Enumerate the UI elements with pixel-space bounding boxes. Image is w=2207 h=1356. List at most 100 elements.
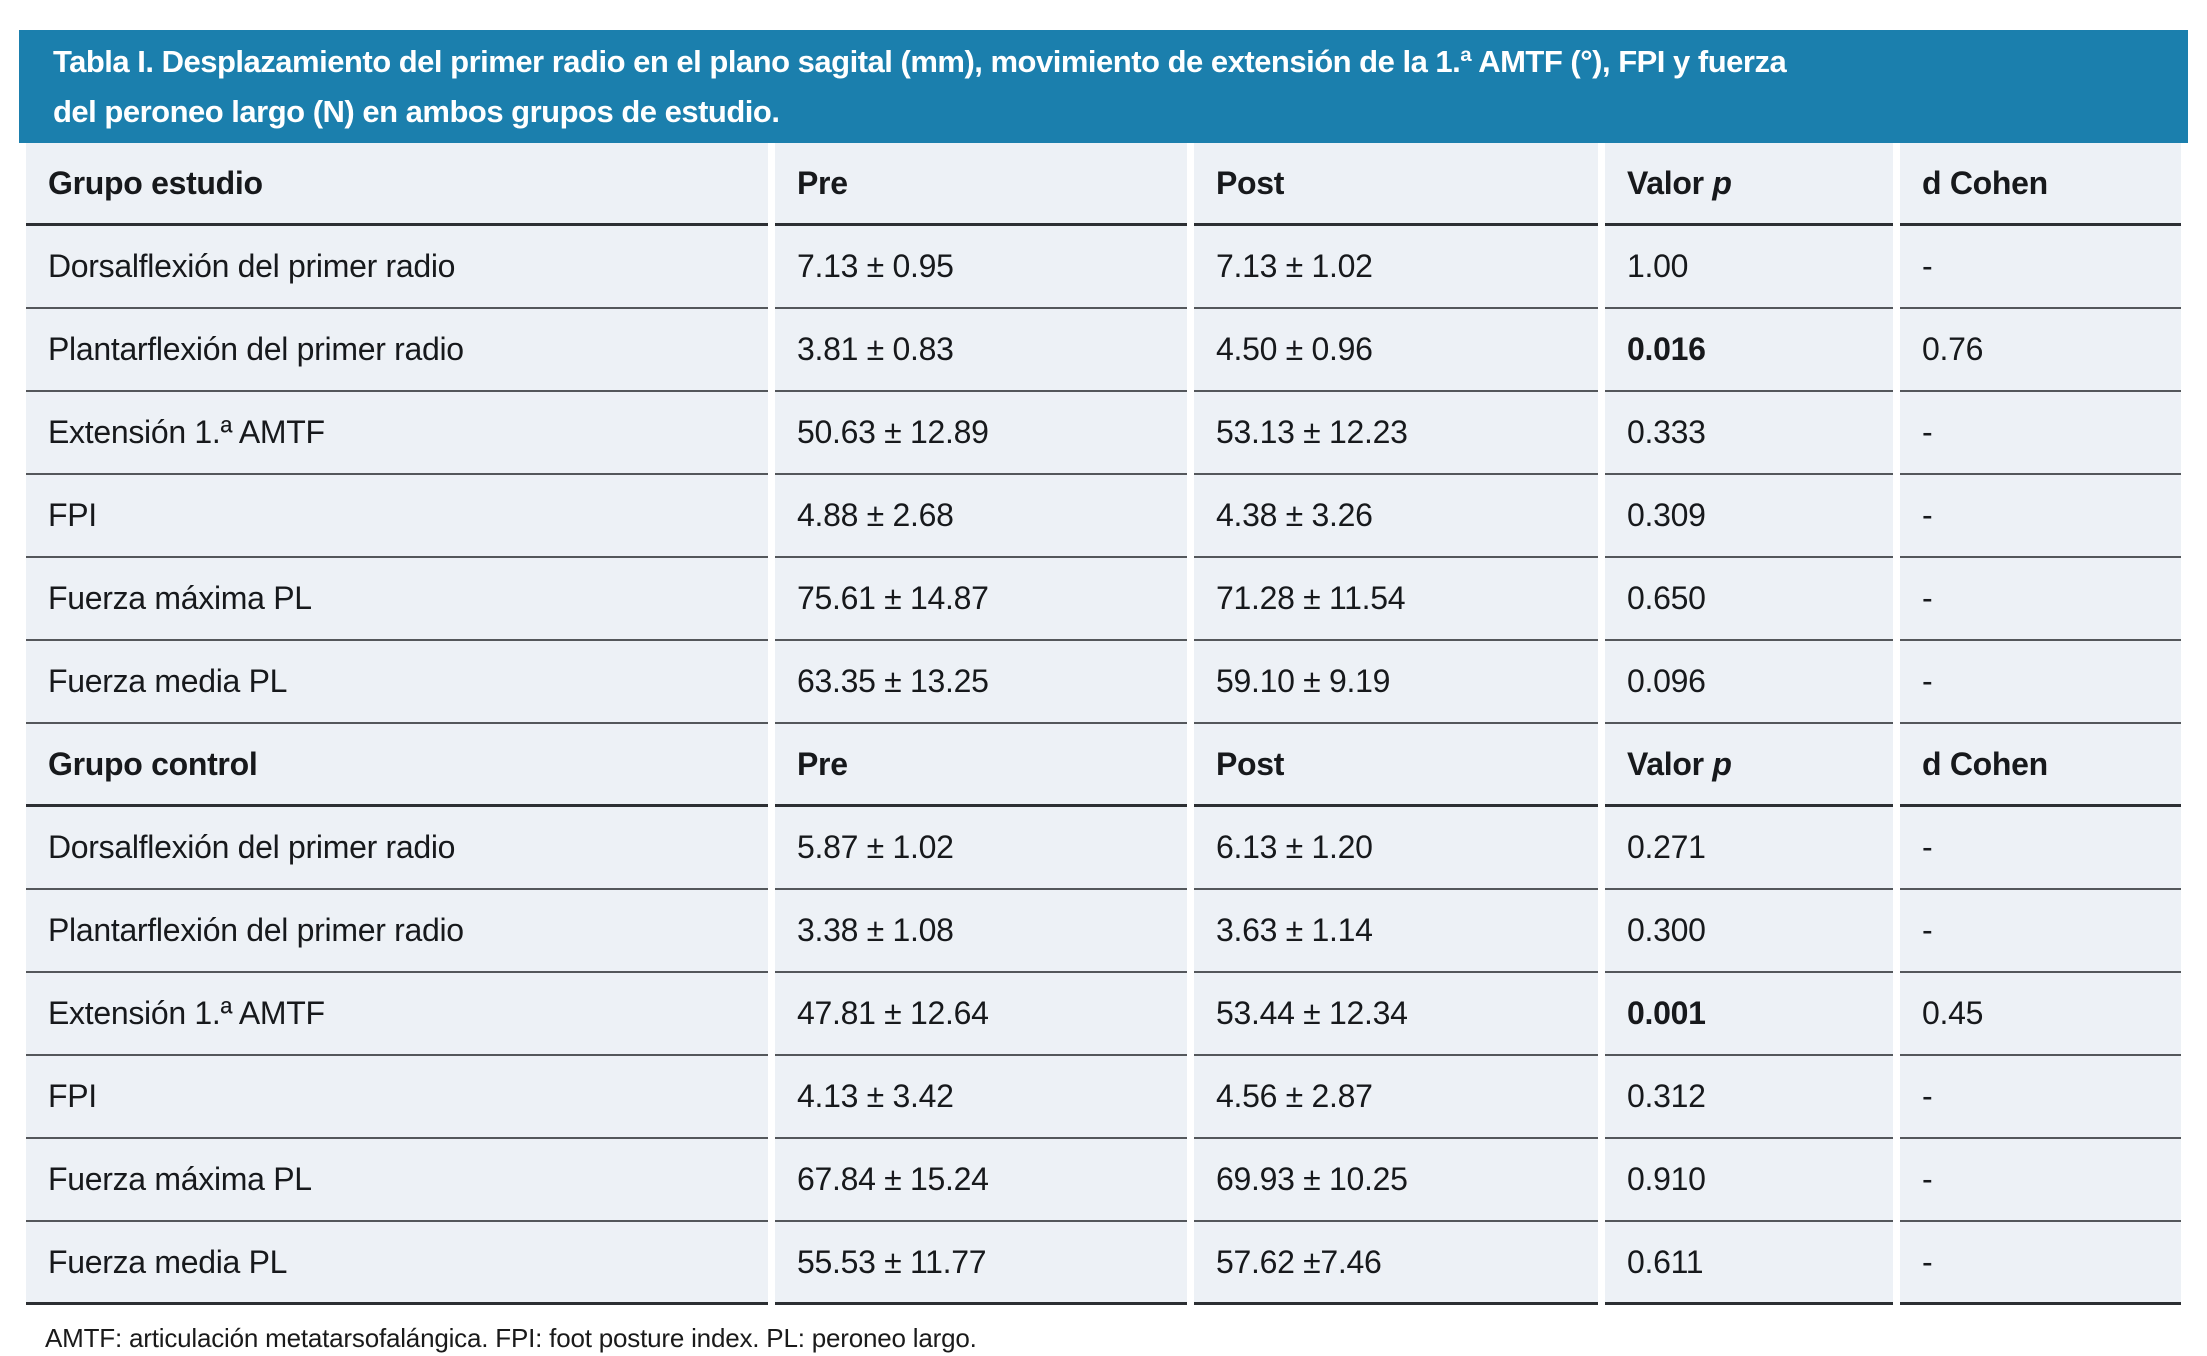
valor-label: Valor bbox=[1627, 745, 1704, 782]
row-label: Fuerza máxima PL bbox=[26, 558, 768, 641]
post-value: 69.93 ± 10.25 bbox=[1194, 1139, 1598, 1222]
d-cohen-value: - bbox=[1900, 890, 2181, 973]
d-cohen-value: - bbox=[1900, 807, 2181, 890]
p-value: 0.611 bbox=[1627, 1243, 1704, 1280]
p-value-cell: 0.309 bbox=[1605, 475, 1893, 558]
p-value: 0.096 bbox=[1627, 663, 1706, 699]
p-value: 1.00 bbox=[1627, 248, 1689, 284]
p-value-cell: 0.096 bbox=[1605, 641, 1893, 724]
d-cohen-value: - bbox=[1900, 1056, 2181, 1139]
pre-value: 4.88 ± 2.68 bbox=[775, 475, 1187, 558]
p-value-cell: 1.00 bbox=[1605, 226, 1893, 309]
col-header-pre: Pre bbox=[775, 143, 1187, 226]
row-label: Fuerza máxima PL bbox=[26, 1139, 768, 1222]
p-value: 0.312 bbox=[1627, 1078, 1706, 1114]
valor-label: Valor bbox=[1627, 164, 1704, 201]
post-value: 3.63 ± 1.14 bbox=[1194, 890, 1598, 973]
p-value: 0.016 bbox=[1627, 331, 1706, 367]
table-row: Dorsalflexión del primer radio 7.13 ± 0.… bbox=[26, 226, 2181, 309]
p-value-cell: 0.271 bbox=[1605, 807, 1893, 890]
pre-value: 3.38 ± 1.08 bbox=[775, 890, 1187, 973]
post-value: 59.10 ± 9.19 bbox=[1194, 641, 1598, 724]
post-value: 57.62 ±7.46 bbox=[1194, 1222, 1598, 1305]
p-value-cell: 0.611 bbox=[1605, 1222, 1893, 1305]
table-row: Fuerza máxima PL 75.61 ± 14.87 71.28 ± 1… bbox=[26, 558, 2181, 641]
table-title-line-1: Tabla I. Desplazamiento del primer radio… bbox=[53, 43, 1787, 79]
p-value: 0.271 bbox=[1627, 829, 1706, 865]
p-value-cell: 0.910 bbox=[1605, 1139, 1893, 1222]
pre-value: 63.35 ± 13.25 bbox=[775, 641, 1187, 724]
col-header-post: Post bbox=[1194, 143, 1598, 226]
row-label: FPI bbox=[26, 475, 768, 558]
d-cohen-value: 0.45 bbox=[1900, 973, 2181, 1056]
d-cohen-value: - bbox=[1900, 1139, 2181, 1222]
table-row: Extensión 1.ª AMTF 47.81 ± 12.64 53.44 ±… bbox=[26, 973, 2181, 1056]
pre-value: 3.81 ± 0.83 bbox=[775, 309, 1187, 392]
pre-value: 7.13 ± 0.95 bbox=[775, 226, 1187, 309]
p-value: 0.300 bbox=[1627, 912, 1706, 948]
col-header-d-cohen: d Cohen bbox=[1900, 724, 2181, 807]
row-label: Extensión 1.ª AMTF bbox=[26, 973, 768, 1056]
pre-value: 50.63 ± 12.89 bbox=[775, 392, 1187, 475]
p-value-cell: 0.333 bbox=[1605, 392, 1893, 475]
row-label: Fuerza media PL bbox=[26, 1222, 768, 1305]
table-row: Extensión 1.ª AMTF 50.63 ± 12.89 53.13 ±… bbox=[26, 392, 2181, 475]
p-symbol: p bbox=[1712, 745, 1732, 782]
p-value-cell: 0.300 bbox=[1605, 890, 1893, 973]
post-value: 71.28 ± 11.54 bbox=[1194, 558, 1598, 641]
p-value-cell: 0.312 bbox=[1605, 1056, 1893, 1139]
row-label: Fuerza media PL bbox=[26, 641, 768, 724]
table-row: FPI 4.88 ± 2.68 4.38 ± 3.26 0.309 - bbox=[26, 475, 2181, 558]
group-label-control: Grupo control bbox=[26, 724, 768, 807]
d-cohen-value: - bbox=[1900, 475, 2181, 558]
post-value: 53.13 ± 12.23 bbox=[1194, 392, 1598, 475]
d-cohen-value: - bbox=[1900, 641, 2181, 724]
table-row: Fuerza media PL 63.35 ± 13.25 59.10 ± 9.… bbox=[26, 641, 2181, 724]
p-value: 0.333 bbox=[1627, 414, 1706, 450]
p-symbol: p bbox=[1712, 164, 1732, 201]
row-label: FPI bbox=[26, 1056, 768, 1139]
col-header-pre: Pre bbox=[775, 724, 1187, 807]
d-cohen-value: - bbox=[1900, 392, 2181, 475]
group-header-row-study: Grupo estudio Pre Post Valor p d Cohen bbox=[26, 143, 2181, 226]
results-table: Grupo estudio Pre Post Valor p d Cohen D… bbox=[19, 143, 2188, 1305]
table-title-line-2: del peroneo largo (N) en ambos grupos de… bbox=[53, 93, 780, 129]
p-value: 0.309 bbox=[1627, 497, 1706, 533]
group-label-study: Grupo estudio bbox=[26, 143, 768, 226]
pre-value: 55.53 ± 11.77 bbox=[775, 1222, 1187, 1305]
pre-value: 47.81 ± 12.64 bbox=[775, 973, 1187, 1056]
p-value: 0.910 bbox=[1627, 1161, 1706, 1197]
table-row: Dorsalflexión del primer radio 5.87 ± 1.… bbox=[26, 807, 2181, 890]
table-row: Fuerza máxima PL 67.84 ± 15.24 69.93 ± 1… bbox=[26, 1139, 2181, 1222]
d-cohen-value: 0.76 bbox=[1900, 309, 2181, 392]
col-header-post: Post bbox=[1194, 724, 1598, 807]
d-cohen-value: - bbox=[1900, 1222, 2181, 1305]
row-label: Plantarflexión del primer radio bbox=[26, 890, 768, 973]
table-title-bar: Tabla I. Desplazamiento del primer radio… bbox=[19, 30, 2188, 143]
col-header-d-cohen: d Cohen bbox=[1900, 143, 2181, 226]
post-value: 4.38 ± 3.26 bbox=[1194, 475, 1598, 558]
p-value: 0.001 bbox=[1627, 995, 1706, 1031]
pre-value: 75.61 ± 14.87 bbox=[775, 558, 1187, 641]
post-value: 4.50 ± 0.96 bbox=[1194, 309, 1598, 392]
row-label: Plantarflexión del primer radio bbox=[26, 309, 768, 392]
p-value-cell: 0.001 bbox=[1605, 973, 1893, 1056]
post-value: 7.13 ± 1.02 bbox=[1194, 226, 1598, 309]
table-row: FPI 4.13 ± 3.42 4.56 ± 2.87 0.312 - bbox=[26, 1056, 2181, 1139]
group-header-row-control: Grupo control Pre Post Valor p d Cohen bbox=[26, 724, 2181, 807]
post-value: 53.44 ± 12.34 bbox=[1194, 973, 1598, 1056]
p-value-cell: 0.016 bbox=[1605, 309, 1893, 392]
row-label: Dorsalflexión del primer radio bbox=[26, 807, 768, 890]
d-cohen-value: - bbox=[1900, 558, 2181, 641]
p-value-cell: 0.650 bbox=[1605, 558, 1893, 641]
d-cohen-value: - bbox=[1900, 226, 2181, 309]
post-value: 4.56 ± 2.87 bbox=[1194, 1056, 1598, 1139]
row-label: Extensión 1.ª AMTF bbox=[26, 392, 768, 475]
table-figure: Tabla I. Desplazamiento del primer radio… bbox=[19, 30, 2188, 1354]
table-footnote: AMTF: articulación metatarsofalángica. F… bbox=[45, 1323, 977, 1353]
table-row: Plantarflexión del primer radio 3.81 ± 0… bbox=[26, 309, 2181, 392]
col-header-valor-p: Valor p bbox=[1605, 143, 1893, 226]
post-value: 6.13 ± 1.20 bbox=[1194, 807, 1598, 890]
pre-value: 67.84 ± 15.24 bbox=[775, 1139, 1187, 1222]
